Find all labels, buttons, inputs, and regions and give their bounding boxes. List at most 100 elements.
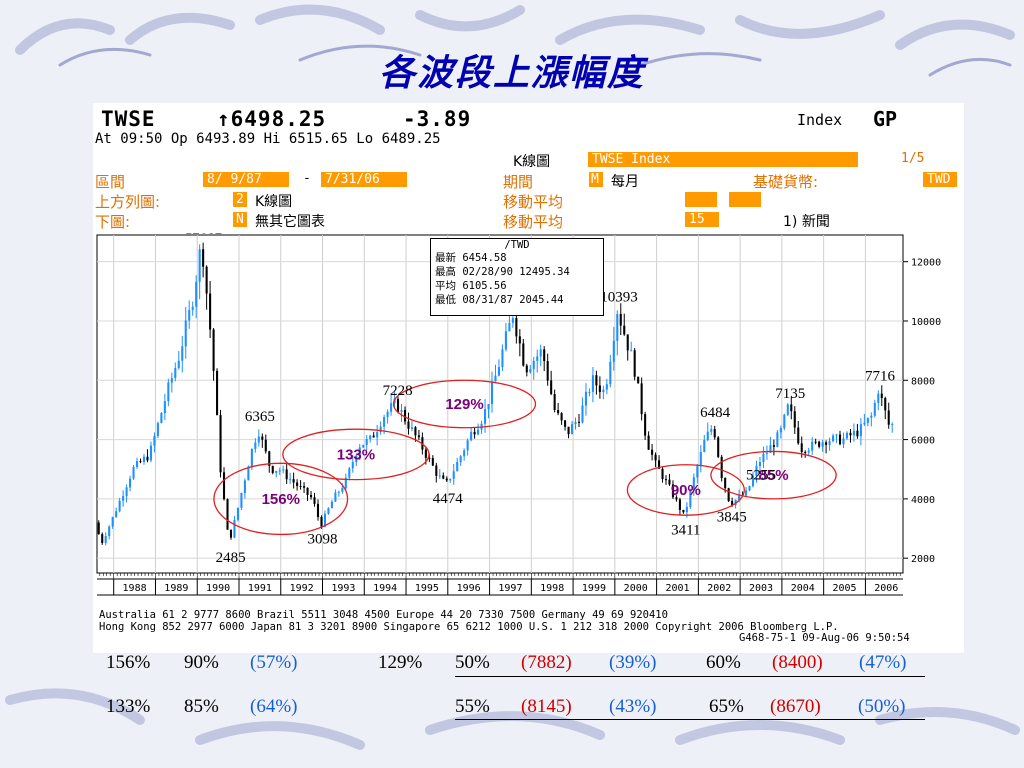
news-link[interactable]: 1) 新聞 <box>783 214 830 230</box>
candle-body <box>233 519 236 538</box>
candle-body <box>396 398 400 412</box>
stats-row-value: 02/28/90 12495.34 <box>456 266 570 278</box>
candle-body <box>720 456 723 478</box>
r2-e: 55% <box>455 696 490 717</box>
x-tick-label: 2004 <box>791 583 815 594</box>
candle-body <box>845 432 849 439</box>
period-code-field[interactable]: M <box>589 172 603 187</box>
index-box[interactable]: TWSE Index <box>588 152 858 167</box>
r1-c: (57%) <box>250 652 298 673</box>
candle-body <box>289 479 292 481</box>
candle-body <box>264 439 267 452</box>
wave-percent-label: 156% <box>262 491 300 508</box>
candle-body <box>738 495 741 500</box>
wave-ellipse <box>213 462 349 536</box>
candle-body <box>706 431 709 441</box>
y-tick-label: 8000 <box>911 376 935 387</box>
candle-body <box>856 430 859 437</box>
candle-body <box>525 365 528 373</box>
candle-body <box>118 500 121 512</box>
candle-body <box>870 415 873 418</box>
stats-row-label: 最高 <box>435 266 456 278</box>
period-value: 每月 <box>611 174 639 190</box>
candle-body <box>682 509 685 513</box>
candle-body <box>564 420 567 427</box>
candle-body <box>713 429 716 438</box>
candle-body <box>630 350 633 352</box>
ma-field-1[interactable] <box>685 192 717 207</box>
r1-b: 90% <box>184 652 219 673</box>
candle-body <box>675 497 678 500</box>
currency-field[interactable]: TWD <box>923 172 957 187</box>
candle-body <box>734 499 737 505</box>
peak-label: 6484 <box>700 405 731 421</box>
upper-label: 上方列圖: <box>95 193 161 211</box>
candle-body <box>724 477 727 489</box>
candle-body <box>762 453 765 463</box>
candle-body <box>407 421 410 429</box>
candle-body <box>619 313 622 326</box>
peak-label: 4474 <box>433 491 464 507</box>
slide-title: 各波段上漲幅度 <box>378 52 645 94</box>
candle-body <box>104 535 107 543</box>
candle-body <box>470 431 473 441</box>
upper-value: K線圖 <box>255 194 293 210</box>
candle-body <box>261 436 264 440</box>
candle-body <box>452 471 455 479</box>
candle-body <box>122 496 125 501</box>
candle-body <box>202 249 205 267</box>
candle-body <box>323 513 326 527</box>
candle-body <box>431 458 434 466</box>
candle-body <box>257 436 260 443</box>
ma-value-field[interactable]: 15 <box>685 212 719 227</box>
candle-body <box>243 480 246 494</box>
candle-body <box>745 490 748 496</box>
candle-body <box>804 452 807 454</box>
y-tick-label: 2000 <box>911 554 935 565</box>
stats-row-value: 6454.58 <box>456 252 507 264</box>
candle-body <box>731 501 734 505</box>
candle-body <box>637 376 640 384</box>
candle-body <box>877 393 880 403</box>
candle-body <box>376 431 379 438</box>
kline-label: K線圖 <box>513 154 551 170</box>
ma-field-2[interactable] <box>729 192 761 207</box>
candle-body <box>181 346 184 361</box>
lower-code-field[interactable]: N <box>233 212 247 227</box>
candle-body <box>668 479 671 485</box>
candle-body <box>696 466 699 478</box>
candle-body <box>657 460 661 469</box>
candle-body <box>772 445 775 447</box>
candle-body <box>351 462 354 469</box>
candle-body <box>689 490 692 507</box>
candle-body <box>654 454 657 461</box>
candle-body <box>205 266 208 294</box>
wave-percent-label: 90% <box>671 482 701 499</box>
candle-body <box>776 432 779 447</box>
candle-body <box>557 409 560 414</box>
r1-e: 50% <box>455 652 490 673</box>
candle-body <box>602 389 605 393</box>
date-from-field[interactable]: 8/ 9/87 <box>203 172 289 187</box>
candle-body <box>765 452 768 454</box>
upper-code-field[interactable]: 2 <box>233 192 247 207</box>
date-to-field[interactable]: 7/31/06 <box>321 172 407 187</box>
candle-body <box>212 329 215 371</box>
candle-body <box>842 438 845 445</box>
candle-body <box>501 349 504 368</box>
candle-body <box>483 409 487 424</box>
footer-line-3: G468-75-1 09-Aug-06 9:50:54 <box>739 632 910 644</box>
candle-body <box>139 461 142 463</box>
candle-body <box>309 494 313 498</box>
wave-percent-label: 133% <box>337 446 375 463</box>
y-tick-label: 10000 <box>911 317 941 328</box>
candle-body <box>459 456 462 462</box>
x-tick-label: 1991 <box>248 583 272 594</box>
candle-body <box>417 435 420 438</box>
candle-body <box>296 482 299 486</box>
candle-body <box>800 443 803 453</box>
stats-row: 最高 02/28/90 12495.34 <box>435 265 603 279</box>
candle-body <box>504 331 507 350</box>
candle-body <box>247 466 250 481</box>
candle-body <box>814 441 817 443</box>
